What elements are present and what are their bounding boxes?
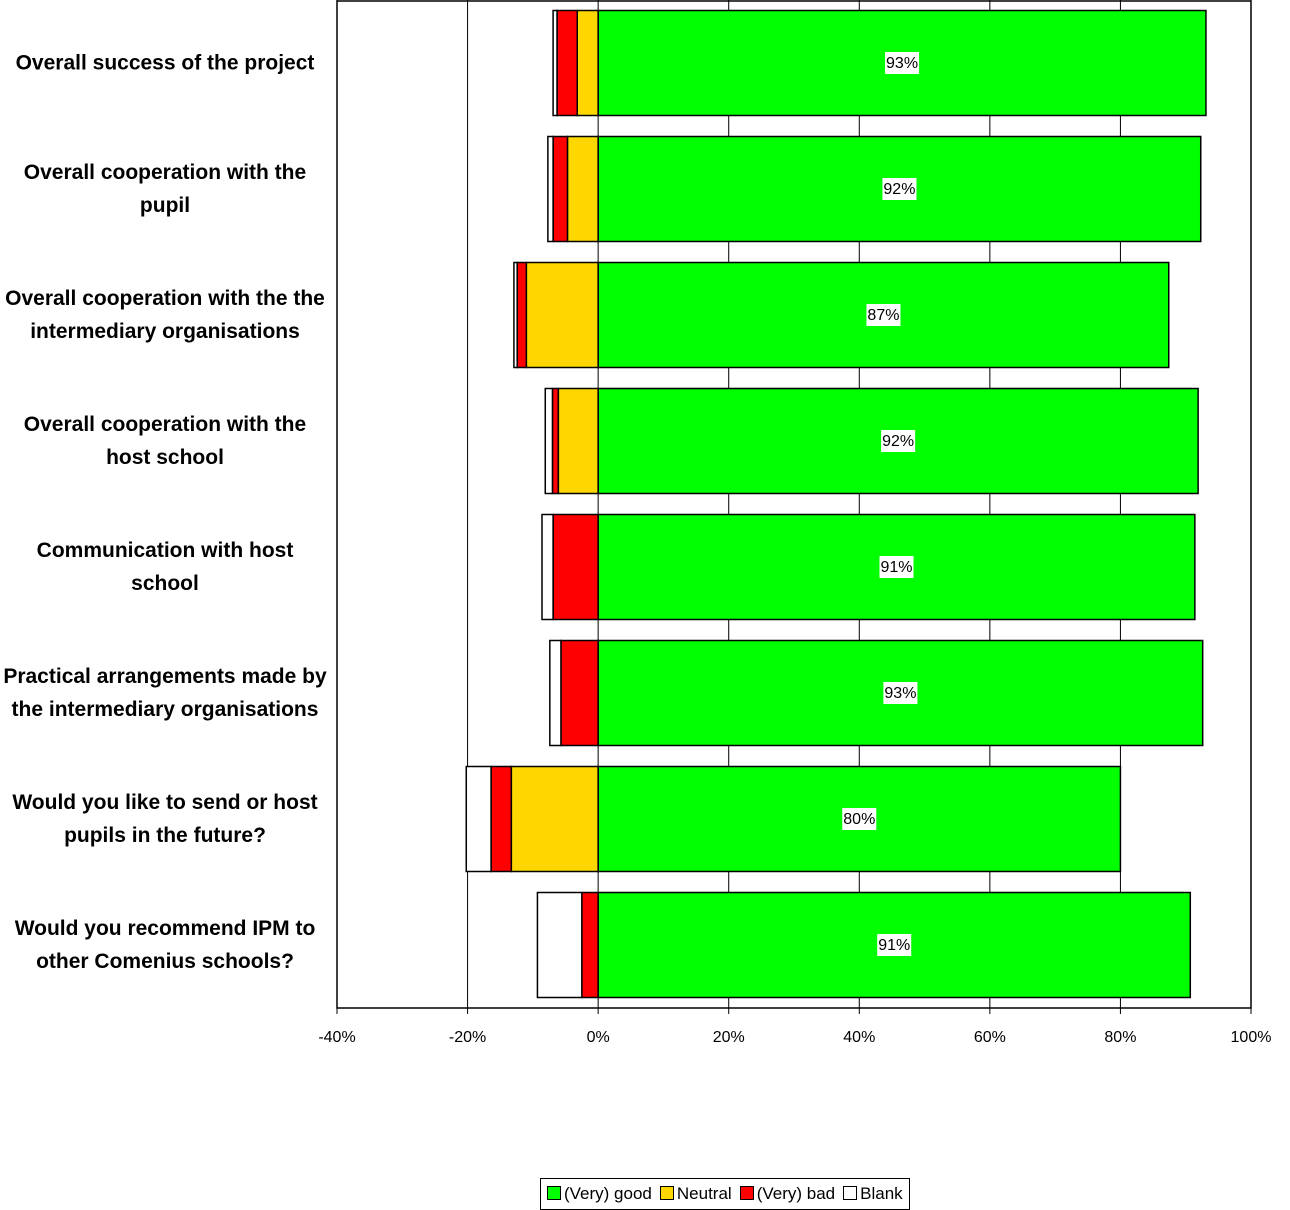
bar-segment [560, 639, 599, 747]
bar-segment [549, 639, 562, 747]
legend-item: (Very) bad [739, 1184, 836, 1204]
bar-segment [510, 765, 599, 873]
bar-segment [547, 135, 554, 243]
data-label: 80% [843, 811, 875, 828]
label-bg [881, 430, 916, 452]
bar-segment [544, 387, 554, 495]
data-label: 92% [882, 433, 914, 450]
bar-segment [513, 261, 518, 369]
data-label: 93% [886, 55, 918, 72]
label-bg [882, 178, 917, 200]
data-label: 87% [867, 307, 899, 324]
bar-segment [525, 261, 599, 369]
data-label: 93% [884, 685, 916, 702]
label-bg [885, 52, 920, 74]
bar-segment [556, 9, 579, 117]
x-tick-label: 100% [1231, 1029, 1272, 1046]
x-tick-label: 0% [587, 1029, 610, 1046]
x-tick-label: 80% [1104, 1029, 1136, 1046]
legend-item: Neutral [659, 1184, 732, 1204]
legend-swatch [739, 1186, 754, 1200]
bar-segment [516, 261, 528, 369]
data-label: 92% [883, 181, 915, 198]
label-bg [866, 304, 901, 326]
legend-item: (Very) good [547, 1184, 652, 1204]
bar-segment [536, 891, 583, 999]
bar-segment [597, 765, 1122, 873]
bar-segment [551, 387, 560, 495]
label-bg [879, 556, 914, 578]
category-label: Would you recommend IPM to other Comeniu… [14, 917, 316, 973]
legend-swatch [843, 1186, 858, 1200]
category-label: Overall cooperation with the the interme… [5, 287, 325, 343]
label-bg [842, 808, 877, 830]
bar-segment [465, 765, 492, 873]
bar-segment [552, 513, 599, 621]
legend-swatch [659, 1186, 674, 1200]
category-label: Overall cooperation with the host school [23, 413, 307, 469]
category-label: Communication with host school [36, 539, 294, 595]
legend-swatch [547, 1186, 561, 1200]
data-label: 91% [880, 559, 912, 576]
x-tick-label: -20% [449, 1029, 486, 1046]
label-bg [877, 934, 912, 956]
legend-label: Neutral [676, 1184, 732, 1203]
x-tick-label: 60% [974, 1029, 1006, 1046]
legend: (Very) good Neutral (Very) bad Blank [540, 1178, 910, 1210]
category-label: Overall success of the project [15, 51, 315, 75]
plot-border [336, 0, 1252, 1009]
bar-segment [552, 135, 569, 243]
legend-label: (Very) good [564, 1184, 652, 1203]
legend-label: (Very) bad [756, 1184, 836, 1203]
x-tick-label: 40% [843, 1029, 875, 1046]
category-label: Overall cooperation with the pupil [23, 161, 307, 217]
legend-item: Blank [843, 1184, 903, 1204]
bar-segment [576, 9, 599, 117]
category-label: Would you like to send or host pupils in… [12, 791, 318, 847]
category-label: Practical arrangements made by the inter… [3, 665, 327, 721]
bar-segment [581, 891, 599, 999]
bar-segment [557, 387, 599, 495]
bar-segment [552, 9, 558, 117]
bar-segment [541, 513, 554, 621]
data-label: 91% [878, 937, 910, 954]
x-tick-label: 20% [713, 1029, 745, 1046]
label-bg [883, 682, 918, 704]
bar-segment [490, 765, 513, 873]
bar-segment [566, 135, 599, 243]
legend-label: Blank [860, 1184, 903, 1203]
x-tick-label: -40% [318, 1029, 355, 1046]
